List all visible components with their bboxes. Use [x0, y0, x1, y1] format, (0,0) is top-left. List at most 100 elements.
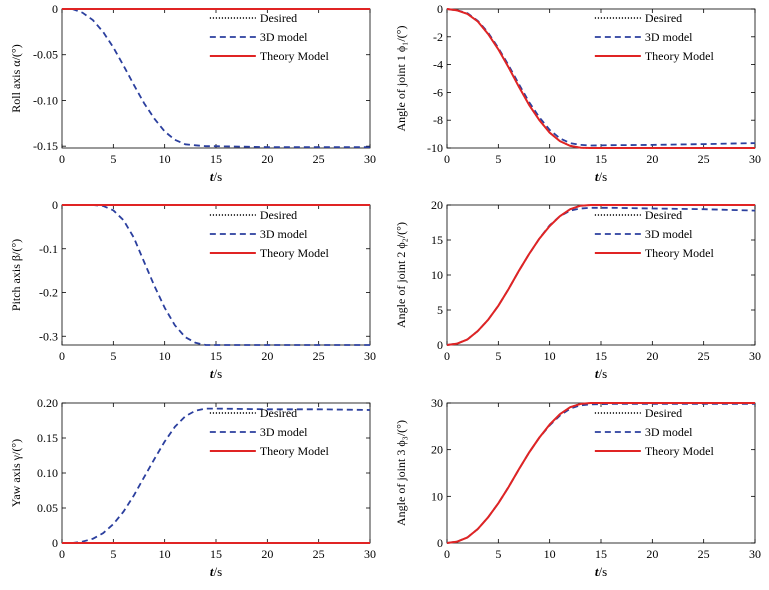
y-tick-label: -10	[427, 141, 443, 155]
x-axis-label-var: t	[595, 169, 599, 184]
x-tick-label: 0	[59, 349, 65, 363]
x-tick-label: 10	[159, 547, 171, 561]
x-tick-label: 15	[210, 547, 222, 561]
x-tick-label: 30	[364, 547, 376, 561]
x-tick-label: 25	[698, 349, 710, 363]
x-axis-label-unit: /s	[213, 366, 222, 381]
x-tick-label: 5	[110, 547, 116, 561]
axes-box	[61, 402, 371, 544]
y-tick-label: -0.2	[39, 286, 58, 300]
x-axis-label-unit: /s	[213, 564, 222, 579]
legend-label: Theory Model	[645, 49, 715, 63]
y-axis-label: Angle of joint 2 ϕ₂/(°)	[394, 222, 408, 328]
legend-label: 3D model	[645, 425, 693, 439]
y-tick-label: 10	[431, 489, 443, 503]
legend-label: 3D model	[260, 425, 308, 439]
y-tick-label: -6	[433, 85, 443, 99]
x-tick-label: 15	[595, 547, 607, 561]
x-tick-label: 20	[261, 349, 273, 363]
y-tick-label: -0.15	[33, 139, 58, 153]
legend-label: Theory Model	[645, 246, 715, 260]
x-tick-label: 30	[364, 152, 376, 166]
series-line-desired	[446, 8, 755, 149]
x-tick-label: 10	[159, 349, 171, 363]
y-tick-label: 0	[52, 2, 58, 16]
x-axis-label-var: t	[595, 564, 599, 579]
x-tick-label: 30	[749, 547, 761, 561]
series-line-3d-model	[62, 204, 370, 346]
x-tick-label: 15	[595, 152, 607, 166]
y-tick-label: 20	[431, 198, 443, 212]
x-tick-label: 5	[110, 349, 116, 363]
x-tick-label: 0	[444, 547, 450, 561]
y-tick-label: -0.05	[33, 48, 58, 62]
x-tick-label: 15	[210, 152, 222, 166]
x-tick-label: 25	[698, 547, 710, 561]
y-tick-label: -0.3	[39, 329, 58, 343]
legend-label: Theory Model	[260, 49, 330, 63]
x-tick-label: 25	[313, 152, 325, 166]
x-tick-label: 0	[59, 547, 65, 561]
series-line-desired	[446, 204, 755, 346]
series-line-theory-model	[446, 204, 755, 346]
x-tick-label: 5	[495, 349, 501, 363]
y-tick-label: 0	[437, 338, 443, 352]
x-axis-label-unit: /s	[598, 169, 607, 184]
legend-label: Theory Model	[260, 246, 330, 260]
y-tick-label: 0.10	[37, 466, 58, 480]
series-line-theory-model	[446, 8, 755, 149]
x-axis-label-unit: /s	[598, 564, 607, 579]
legend-label: Desired	[645, 406, 682, 420]
x-axis-label-var: t	[595, 366, 599, 381]
series-line-3d-model	[446, 402, 755, 544]
x-tick-label: 20	[261, 152, 273, 166]
y-tick-label: 0.15	[37, 431, 58, 445]
x-tick-label: 10	[544, 349, 556, 363]
x-tick-label: 30	[749, 349, 761, 363]
subplot-4: 0 5 10 15 20 25 30 0 5 10 15 20 t/s Angle of joint 2 …	[394, 198, 761, 381]
x-tick-label: 25	[313, 349, 325, 363]
y-tick-label: 20	[431, 443, 443, 457]
legend-label: 3D model	[260, 227, 308, 241]
y-axis-label: Pitch axis β/(°)	[9, 239, 23, 311]
legend-label: Theory Model	[645, 444, 715, 458]
x-tick-label: 20	[646, 152, 658, 166]
y-axis-label: Angle of joint 1 ϕ₁/(°)	[394, 26, 408, 132]
x-axis-label: t/s	[210, 169, 222, 184]
x-axis-label-unit: /s	[598, 366, 607, 381]
x-tick-label: 0	[444, 152, 450, 166]
x-tick-label: 15	[595, 349, 607, 363]
y-tick-label: 15	[431, 233, 443, 247]
x-tick-label: 15	[210, 349, 222, 363]
y-tick-label: 0	[52, 536, 58, 550]
y-tick-label: 0	[437, 2, 443, 16]
y-tick-label: 0.20	[37, 396, 58, 410]
y-tick-label: 5	[437, 303, 443, 317]
x-tick-label: 0	[59, 152, 65, 166]
y-tick-label: -0.10	[33, 93, 58, 107]
y-axis-label: Roll axis α/(°)	[9, 44, 23, 112]
x-axis-label-unit: /s	[213, 169, 222, 184]
x-axis-label: t/s	[210, 564, 222, 579]
y-tick-label: 0.05	[37, 501, 58, 515]
series-line-desired	[446, 402, 755, 544]
x-axis-label-var: t	[210, 169, 214, 184]
x-tick-label: 30	[364, 349, 376, 363]
x-tick-label: 0	[444, 349, 450, 363]
x-tick-label: 20	[261, 547, 273, 561]
x-tick-label: 5	[110, 152, 116, 166]
y-tick-label: -0.1	[39, 242, 58, 256]
x-tick-label: 25	[698, 152, 710, 166]
legend-label: Desired	[260, 11, 297, 25]
y-tick-label: -4	[433, 58, 443, 72]
legend-label: 3D model	[645, 30, 693, 44]
x-axis-label: t/s	[210, 366, 222, 381]
x-tick-label: 20	[646, 349, 658, 363]
legend-label: Desired	[645, 11, 682, 25]
y-tick-label: -8	[433, 113, 443, 127]
x-tick-label: 25	[313, 547, 325, 561]
x-tick-label: 10	[544, 152, 556, 166]
axes-box	[61, 8, 371, 149]
legend-label: 3D model	[645, 227, 693, 241]
